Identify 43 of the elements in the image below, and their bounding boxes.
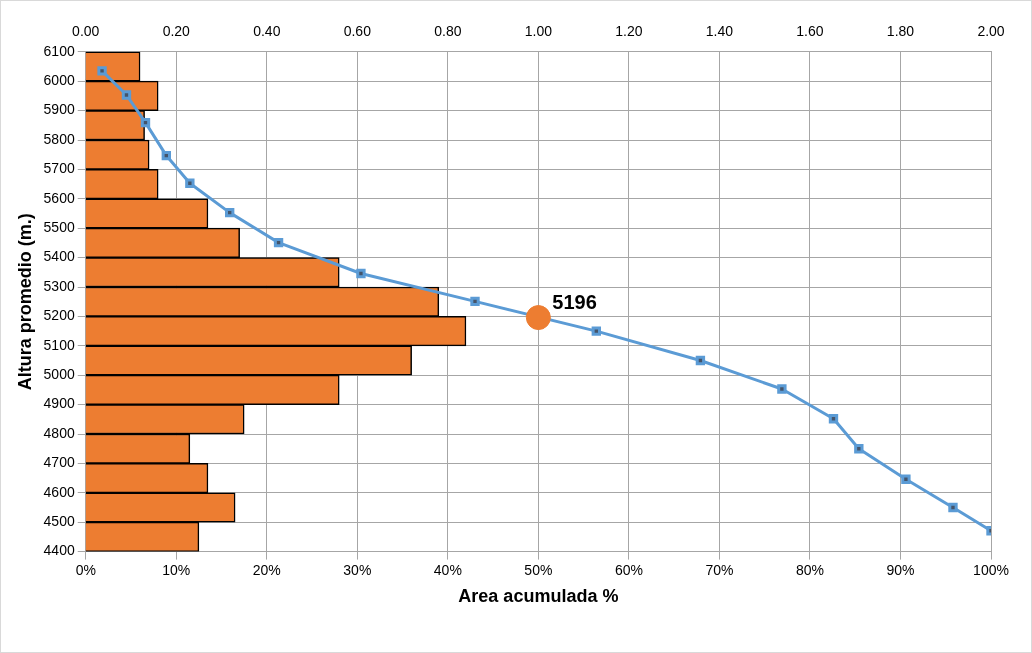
x-tick-label: 10% (162, 561, 191, 578)
annotation: 5196 (552, 291, 597, 314)
y-tick-label: 5600 (43, 189, 75, 206)
x2-tick-label: 1.20 (615, 23, 643, 40)
y-axis-title: Altura promedio (m.) (14, 213, 35, 391)
x-tick-label: 60% (614, 561, 643, 578)
y-tick-label: 4900 (43, 395, 75, 412)
y-tick-label: 5800 (43, 130, 75, 147)
x-tick-label: 20% (252, 561, 281, 578)
y-tick-label: 5500 (43, 219, 75, 236)
x2-tick-label: 0.40 (253, 23, 281, 40)
x2-tick-label: 0.60 (343, 23, 372, 40)
y-tick-label: 5700 (43, 160, 75, 177)
y-tick-label: 4800 (43, 424, 75, 441)
y-tick-label: 5200 (43, 307, 75, 324)
x-tick-label: 90% (886, 561, 915, 578)
x2-tick-label: 0.00 (72, 23, 100, 40)
x-axis-title: Area acumulada % (458, 586, 619, 607)
x2-tick-label: 1.80 (886, 23, 915, 40)
x-tick-label: 40% (433, 561, 462, 578)
x-tick-label: 0% (75, 561, 96, 578)
x-tick-label: 80% (795, 561, 824, 578)
y-tick-label: 4500 (43, 513, 75, 530)
x-tick-label: 70% (705, 561, 734, 578)
y-tick-label: 6100 (43, 42, 75, 59)
y-tick-label: 5300 (43, 277, 75, 294)
x2-tick-label: 0.20 (162, 23, 191, 40)
y-tick-label: 4400 (43, 542, 75, 559)
y-tick-label: 5400 (43, 248, 75, 265)
x-tick-label: 100% (973, 561, 1009, 578)
x2-tick-label: 0.80 (434, 23, 462, 40)
x2-tick-label: 1.00 (524, 23, 553, 40)
y-tick-label: 5000 (43, 366, 75, 383)
y-tick-label: 5100 (43, 336, 75, 353)
x2-tick-label: 1.40 (705, 23, 734, 40)
y-tick-label: 6000 (43, 72, 75, 89)
y-tick-label: 4600 (43, 483, 75, 500)
x2-tick-label: 2.00 (977, 23, 1005, 40)
y-tick-label: 5900 (43, 101, 75, 118)
y-tick-label: 4700 (43, 454, 75, 471)
x2-tick-label: 1.60 (796, 23, 824, 40)
x-tick-label: 30% (343, 561, 372, 578)
x-tick-label: 50% (524, 561, 553, 578)
